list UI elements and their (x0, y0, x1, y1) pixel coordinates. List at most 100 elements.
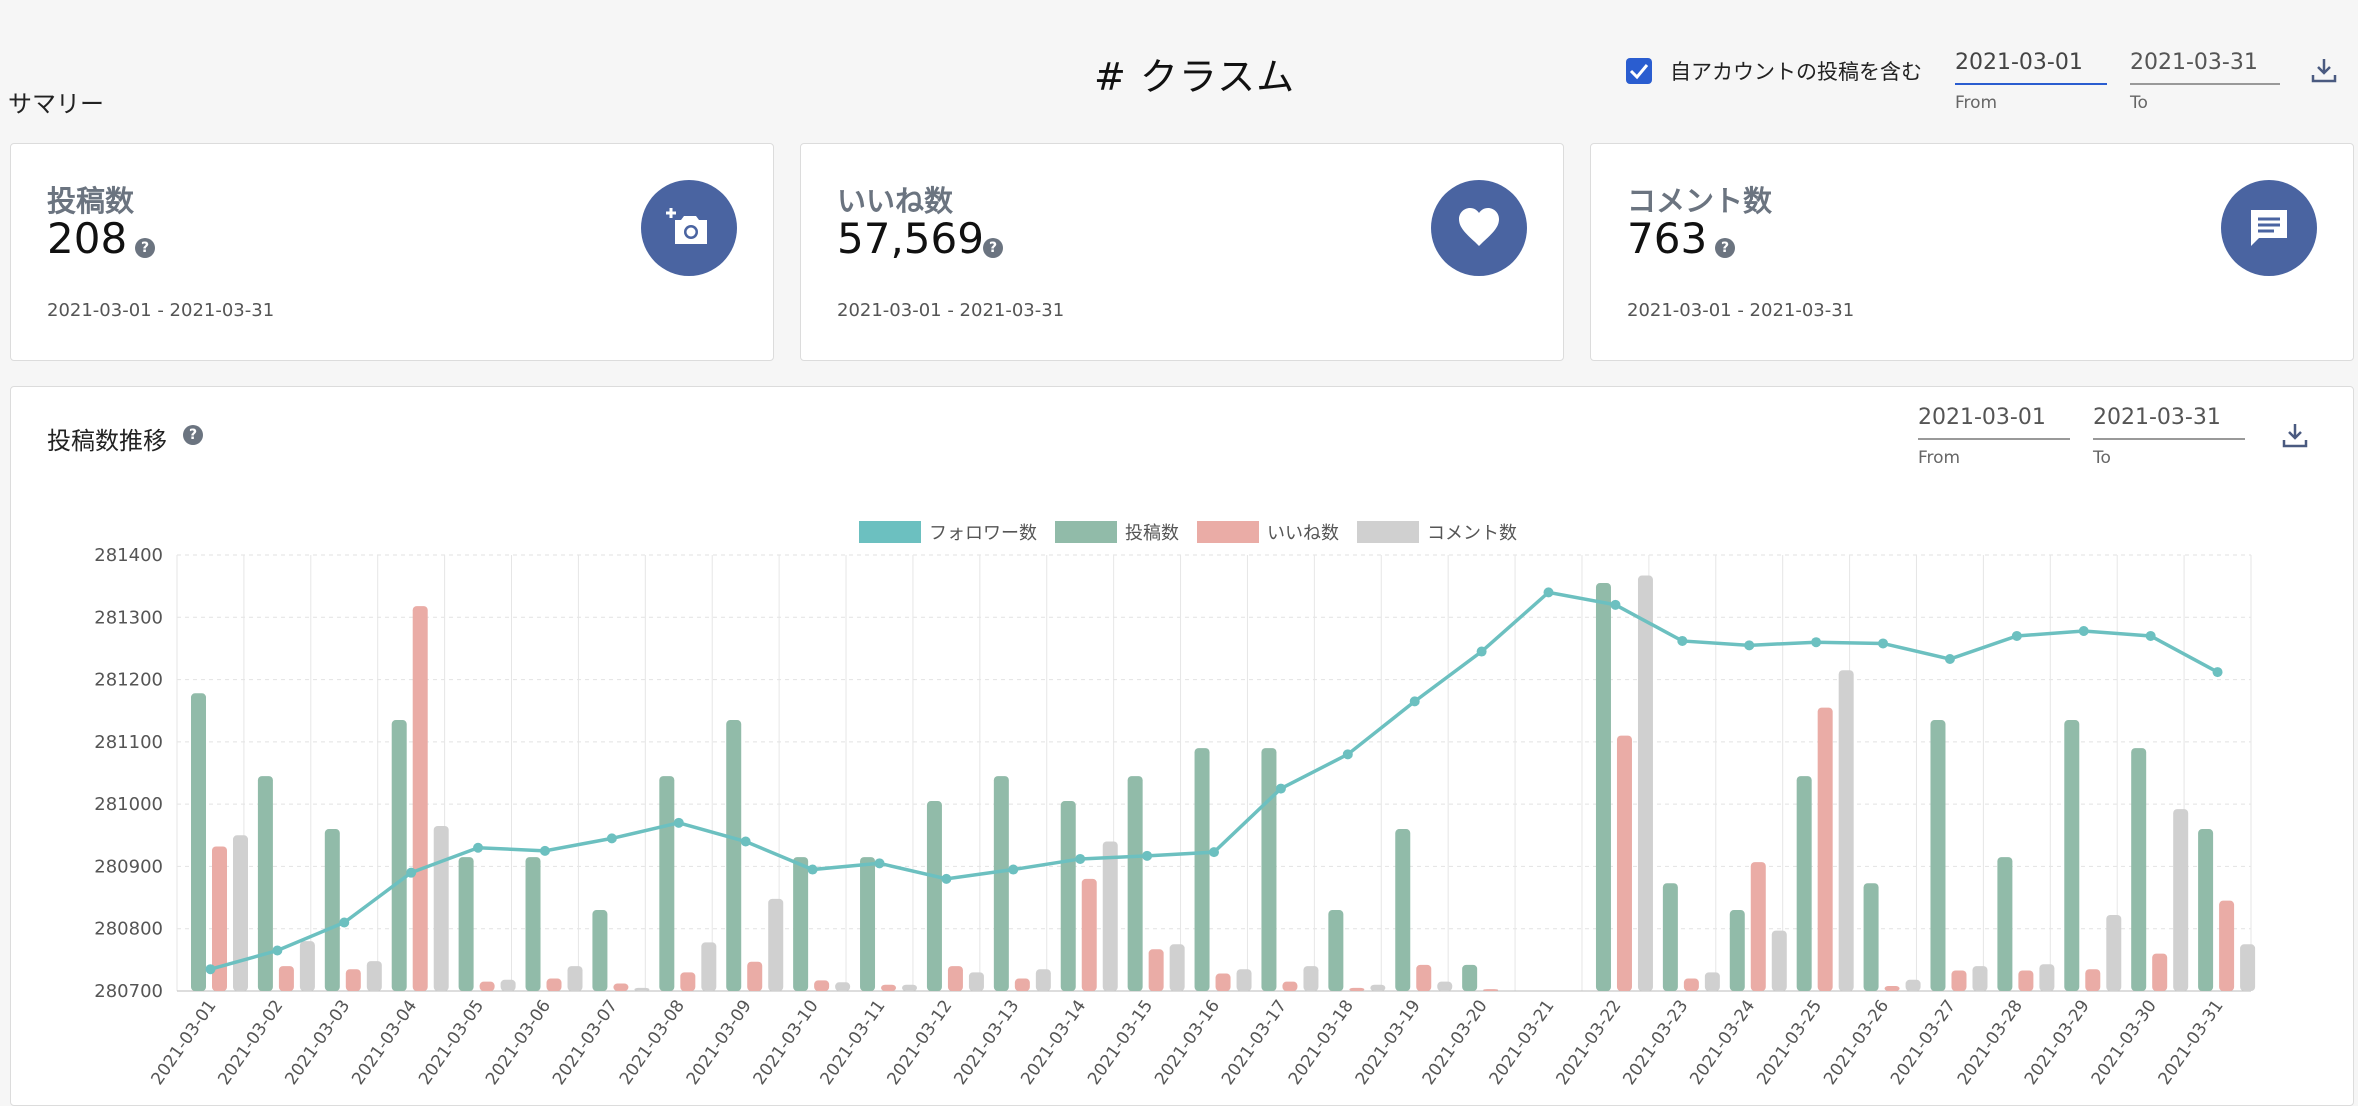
x-tick-label: 2021-03-07 (549, 996, 622, 1087)
x-tick-label: 2021-03-24 (1686, 996, 1759, 1087)
bar (860, 857, 876, 991)
bar (366, 961, 382, 991)
bar (458, 857, 474, 991)
bar (726, 720, 742, 991)
bar (659, 776, 675, 991)
bar (500, 979, 516, 991)
follower-point (807, 864, 818, 875)
summary-to-field[interactable]: 2021-03-31 To (2130, 50, 2280, 113)
follower-point (1142, 850, 1153, 861)
follower-point (2212, 667, 2223, 678)
follower-point (1811, 637, 1822, 648)
bar (1014, 978, 1030, 991)
bar (1169, 944, 1185, 991)
x-tick-label: 2021-03-15 (1084, 996, 1157, 1087)
bar (2240, 944, 2256, 991)
post-count-card: 投稿数 208 ? 2021-03-01 - 2021-03-31 (10, 143, 774, 361)
bar (1972, 966, 1988, 991)
follower-point (1075, 853, 1086, 864)
bar (1035, 969, 1051, 991)
bar (1905, 979, 1921, 991)
bar (257, 776, 273, 991)
bar (1148, 949, 1164, 991)
x-tick-label: 2021-03-11 (817, 996, 890, 1087)
x-tick-label: 2021-03-22 (1552, 996, 1625, 1087)
bar (2085, 969, 2101, 991)
bar (1884, 986, 1900, 991)
legend-label: 投稿数 (1125, 523, 1179, 544)
bar (1637, 575, 1653, 991)
follower-point (1476, 646, 1487, 657)
x-tick-label: 2021-03-13 (950, 996, 1023, 1087)
x-tick-label: 2021-03-14 (1017, 996, 1090, 1087)
follower-point (1677, 635, 1688, 646)
bar (1683, 978, 1699, 991)
bar (567, 966, 583, 991)
bar (2131, 748, 2147, 991)
like-count-card: いいね数 57,569 ? 2021-03-01 - 2021-03-31 (800, 143, 1564, 361)
help-icon[interactable]: ? (1715, 238, 1735, 258)
bar (768, 898, 784, 991)
y-tick-label: 280800 (94, 919, 163, 940)
bar (881, 984, 897, 991)
summary-to-input[interactable]: 2021-03-31 (2130, 50, 2280, 85)
follower-point (1209, 847, 1219, 858)
bar (299, 941, 315, 991)
bar (2173, 809, 2189, 991)
y-tick-label: 281200 (94, 670, 163, 691)
summary-from-input[interactable]: 2021-03-01 (1955, 50, 2107, 85)
bar (1261, 748, 1277, 991)
bar (1370, 984, 1386, 991)
help-icon[interactable]: ? (983, 238, 1003, 258)
bar (1215, 973, 1231, 991)
follower-point (1878, 638, 1889, 649)
legend-label: フォロワー数 (929, 523, 1037, 544)
chart-to-caption: To (2093, 448, 2111, 468)
help-icon[interactable]: ? (135, 238, 155, 258)
legend-swatch (859, 521, 921, 543)
bar (1060, 801, 1076, 991)
follower-point (740, 836, 751, 847)
bar (1102, 841, 1118, 991)
page-title: # クラスム (1094, 55, 1296, 99)
help-icon[interactable]: ? (183, 425, 203, 445)
follower-point (941, 873, 952, 884)
chart-to-input[interactable]: 2021-03-31 (2093, 405, 2245, 440)
chart-from-field[interactable]: 2021-03-01 From (1918, 405, 2070, 468)
bar (479, 981, 495, 991)
bar (1771, 930, 1787, 991)
card-range: 2021-03-01 - 2021-03-31 (837, 300, 1065, 321)
y-tick-label: 281000 (94, 794, 163, 815)
summary-from-field[interactable]: 2021-03-01 From (1955, 50, 2107, 113)
bar (2106, 915, 2122, 991)
comment-icon (2221, 180, 2317, 276)
follower-point (2145, 630, 2156, 641)
bar (345, 969, 361, 991)
bar (1817, 707, 1833, 991)
bar (1194, 748, 1210, 991)
bar (1282, 981, 1298, 991)
legend-swatch (1055, 521, 1117, 543)
bar (993, 776, 1009, 991)
chart-download-icon[interactable] (2281, 421, 2309, 453)
bar (546, 978, 562, 991)
bar (1951, 970, 1967, 991)
include-own-posts-label[interactable]: 自アカウントの投稿を含む (1670, 60, 1922, 84)
bar (1416, 964, 1432, 991)
bar (793, 857, 809, 991)
bar (1483, 989, 1499, 991)
x-tick-label: 2021-03-27 (1887, 996, 1960, 1087)
chart-title: 投稿数推移 (47, 427, 167, 455)
follower-point (539, 845, 550, 856)
x-tick-label: 2021-03-05 (415, 996, 488, 1087)
chart-from-input[interactable]: 2021-03-01 (1918, 405, 2070, 440)
legend-swatch (1357, 521, 1419, 543)
summary-from-caption: From (1955, 93, 1998, 113)
summary-download-icon[interactable] (2310, 56, 2338, 88)
bar (1437, 981, 1453, 991)
include-own-posts-checkbox[interactable] (1626, 58, 1652, 84)
follower-point (1342, 749, 1353, 760)
chart-to-field[interactable]: 2021-03-31 To (2093, 405, 2245, 468)
post-trend-chart: フォロワー数 投稿数 いいね数 コメント数 281400 281300 281200 2811… (94, 521, 2256, 1087)
bar (968, 972, 984, 991)
